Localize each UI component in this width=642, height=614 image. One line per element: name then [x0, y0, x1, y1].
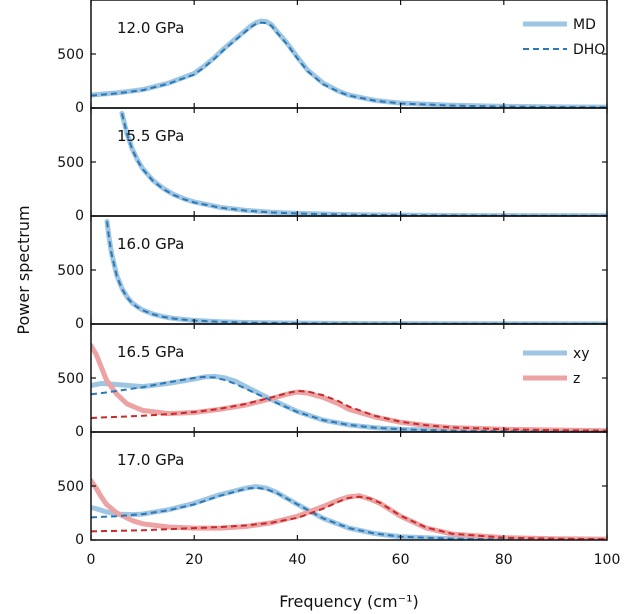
x-tick-label: 40: [288, 552, 306, 568]
x-axis-title: Frequency (cm⁻¹): [279, 592, 418, 611]
y-tick-label: 500: [57, 47, 84, 63]
panel-label-5: 17.0 GPa: [117, 451, 184, 469]
panel-label-1: 12.0 GPa: [117, 19, 184, 37]
legend-bottom-label-2: z: [573, 371, 580, 387]
series-line-md-xy-panel-2: [119, 110, 607, 216]
y-tick-label: 0: [75, 316, 84, 332]
y-tick-label: 500: [57, 263, 84, 279]
panel-frame-1: [90, 0, 608, 109]
series-line-dho-xy-panel-4: [91, 375, 607, 432]
x-tick-label: 60: [392, 552, 410, 568]
y-axis-title: Power spectrum: [14, 205, 33, 334]
x-tick-label: 0: [87, 552, 96, 568]
series-line-dho-z-panel-4: [91, 389, 607, 432]
panel-label-4: 16.5 GPa: [117, 343, 184, 361]
y-tick-label: 0: [75, 532, 84, 548]
panel-frame-2: [90, 107, 608, 217]
legend-top-label-1: MD: [573, 17, 596, 33]
x-tick-label: 100: [594, 552, 621, 568]
y-tick-label: 0: [75, 100, 84, 116]
y-tick-label: 500: [57, 371, 84, 387]
panel-label-3: 16.0 GPa: [117, 235, 184, 253]
series-line-dho-xy-panel-5: [91, 486, 607, 540]
y-tick-label: 500: [57, 155, 84, 171]
legend-bottom-label-1: xy: [573, 346, 590, 362]
y-tick-label: 500: [57, 479, 84, 495]
series-line-md-xy-panel-4: [91, 373, 607, 432]
series-line-dho-z-panel-5: [91, 495, 607, 540]
panel-label-2: 15.5 GPa: [117, 127, 184, 145]
series-line-dho-xy-panel-2: [120, 113, 607, 216]
x-tick-label: 20: [185, 552, 203, 568]
series-line-md-z-panel-5: [91, 478, 607, 540]
panel-frame-3: [90, 215, 608, 325]
y-tick-label: 0: [75, 424, 84, 440]
panel-frame-5: [90, 431, 608, 541]
y-tick-label: 0: [75, 208, 84, 224]
x-tick-label: 80: [495, 552, 513, 568]
legend-top-label-2: DHO: [573, 42, 605, 58]
series-line-dho-xy-panel-1: [91, 21, 607, 108]
